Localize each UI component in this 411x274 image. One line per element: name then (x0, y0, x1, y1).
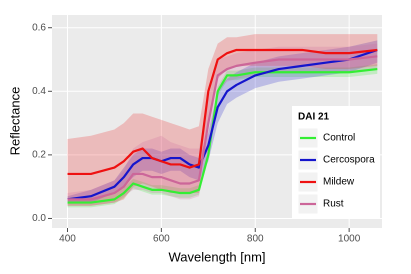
y-tick-label: 0.6 (32, 22, 46, 33)
x-axis-title: Wavelength [nm] (168, 249, 265, 264)
x-tick-label: 800 (247, 234, 264, 245)
y-tick-label: 0.4 (32, 86, 46, 97)
legend-label: Mildew (323, 177, 355, 188)
line (67, 67, 378, 204)
ribbon (67, 43, 378, 206)
legend-label: Cercospora (323, 155, 375, 166)
legend-label: Control (323, 133, 355, 144)
x-tick-label: 600 (153, 234, 170, 245)
y-axis-title: Reflectance (7, 87, 22, 156)
y-tick-label: 0.0 (32, 213, 46, 224)
y-tick-label: 0.2 (32, 150, 46, 161)
x-tick-label: 400 (59, 234, 76, 245)
legend-label: Rust (323, 199, 344, 210)
ribbon (67, 40, 378, 203)
line (67, 55, 378, 201)
legend-title: DAI 21 (298, 112, 330, 123)
ribbon (67, 34, 378, 206)
line (67, 48, 378, 176)
x-tick-label: 1000 (338, 234, 361, 245)
